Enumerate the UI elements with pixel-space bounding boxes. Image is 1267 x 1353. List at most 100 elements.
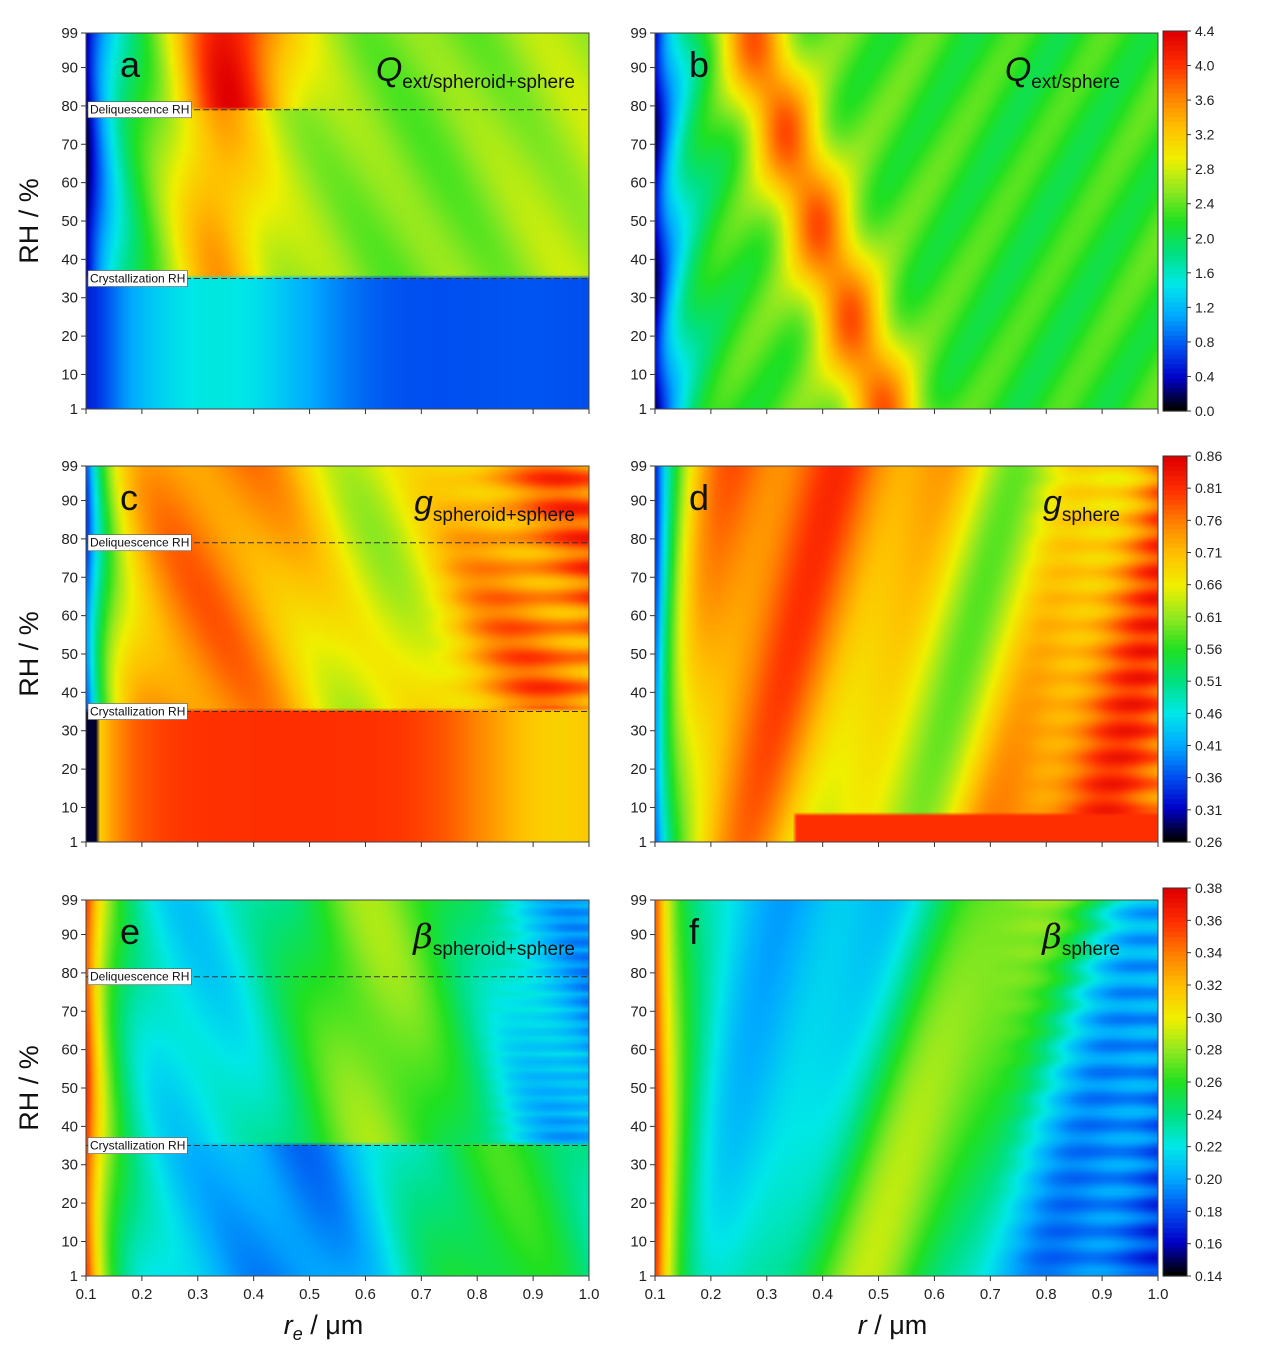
- colorbar-swatch: [1163, 78, 1187, 84]
- colorbar-swatch: [1163, 552, 1187, 558]
- colorbar-swatch: [1163, 677, 1187, 684]
- colorbar-swatch: [1163, 401, 1187, 407]
- colorbar-swatch: [1163, 985, 1187, 991]
- colorbar-swatch: [1163, 1159, 1187, 1166]
- y-tick-label: 70: [61, 136, 78, 153]
- colorbar-swatch: [1163, 40, 1187, 46]
- y-tick-label: 1: [70, 401, 78, 418]
- colorbar-swatch: [1163, 605, 1187, 611]
- colorbar-swatch: [1163, 1043, 1187, 1049]
- colorbar-swatch: [1163, 1222, 1187, 1229]
- y-tick-label: 10: [61, 1233, 78, 1250]
- colorbar-swatch: [1163, 1004, 1187, 1010]
- colorbar-swatch: [1163, 907, 1187, 913]
- heatmap-c: [86, 466, 589, 842]
- colorbar-swatch: [1163, 1145, 1187, 1151]
- y-tick-label: 10: [61, 799, 78, 816]
- rh-annotation-label: Crystallization RH: [90, 705, 185, 719]
- colorbar-swatch: [1163, 955, 1187, 962]
- y-tick-label: 1: [639, 401, 647, 418]
- colorbar-swatch: [1163, 692, 1187, 698]
- y-tick-label: 90: [61, 927, 78, 944]
- colorbar-swatch: [1163, 244, 1187, 251]
- colorbar-swatch: [1163, 1261, 1187, 1267]
- colorbar-swatch: [1163, 764, 1187, 771]
- colorbar-swatch: [1163, 221, 1187, 227]
- colorbar-swatch: [1163, 706, 1187, 713]
- colorbar-swatch: [1163, 941, 1187, 947]
- colorbar-swatch: [1163, 682, 1187, 689]
- y-tick-label: 90: [61, 60, 78, 77]
- colorbar-swatch: [1163, 173, 1187, 179]
- colorbar-tick-label: 0.30: [1195, 1009, 1222, 1025]
- y-tick-label: 50: [61, 213, 78, 230]
- colorbar-swatch: [1163, 240, 1187, 246]
- colorbar-swatch: [1163, 202, 1187, 208]
- x-tick-label: 0.6: [924, 1286, 945, 1303]
- colorbar-swatch: [1163, 31, 1187, 37]
- panel-title-symbol: β: [411, 917, 433, 957]
- colorbar-swatch: [1163, 803, 1187, 809]
- colorbar-f: 0.14 0.16 0.18 0.20 0.22 0.24 0.26 0.28 0.30 0.32…: [1162, 880, 1222, 1284]
- colorbar-swatch: [1163, 615, 1187, 621]
- colorbar-swatch: [1163, 325, 1187, 331]
- colorbar-tick-label: 0.71: [1195, 545, 1222, 561]
- colorbar-tick-label: 0.4: [1195, 368, 1215, 384]
- colorbar-swatch: [1163, 330, 1187, 336]
- colorbar-tick-label: 4.0: [1195, 58, 1215, 74]
- colorbar-swatch: [1163, 126, 1187, 132]
- colorbar-swatch: [1163, 1018, 1187, 1025]
- panel-title-subscript: ext/sphere: [1031, 72, 1120, 93]
- panel-letter: c: [120, 477, 138, 518]
- colorbar-swatch: [1163, 892, 1187, 899]
- colorbar-swatch: [1163, 45, 1187, 51]
- y-tick-label: 10: [61, 366, 78, 383]
- rh-annotation-box: [87, 968, 192, 986]
- colorbar-swatch: [1163, 187, 1187, 194]
- y-tick-label: 20: [61, 1195, 78, 1212]
- colorbar-swatch: [1163, 779, 1187, 785]
- panel-title-symbol: β: [1040, 917, 1062, 957]
- panel-title: βspheroid+sphere: [411, 917, 575, 960]
- colorbar-swatch: [1163, 1183, 1187, 1190]
- colorbar-swatch: [1163, 960, 1187, 967]
- colorbar-swatch: [1163, 349, 1187, 355]
- colorbar-swatch: [1163, 1271, 1187, 1277]
- colorbar-swatch: [1163, 951, 1187, 957]
- colorbar-swatch: [1163, 102, 1187, 108]
- colorbar-swatch: [1163, 562, 1187, 568]
- colorbar-swatch: [1163, 130, 1187, 137]
- y-tick-label: 1: [70, 1268, 78, 1285]
- colorbar-swatch: [1163, 921, 1187, 928]
- y-tick-label: 70: [630, 1003, 647, 1020]
- colorbar-tick-label: 0.36: [1195, 912, 1222, 928]
- colorbar-swatch: [1163, 1140, 1187, 1146]
- colorbar-tick-label: 0.46: [1195, 705, 1222, 721]
- panel-title-symbol: Q: [376, 51, 402, 89]
- panel-title-subscript: ext/spheroid+sphere: [402, 72, 575, 93]
- y-tick-label: 20: [630, 328, 647, 345]
- colorbar-swatch: [1163, 225, 1187, 232]
- x-tick-label: 0.7: [411, 1286, 432, 1303]
- colorbar-swatch: [1163, 808, 1187, 814]
- colorbar-swatch: [1163, 59, 1187, 65]
- colorbar-swatch: [1163, 211, 1187, 217]
- x-tick-label: 1.0: [579, 1286, 600, 1303]
- colorbar-swatch: [1163, 946, 1187, 952]
- colorbar-tick-label: 2.4: [1195, 196, 1215, 212]
- colorbar-swatch: [1163, 282, 1187, 289]
- y-tick-label: 70: [61, 1003, 78, 1020]
- colorbar-swatch: [1163, 154, 1187, 160]
- panel-title: gsphere: [1043, 484, 1120, 526]
- x-tick-label: 0.2: [131, 1286, 152, 1303]
- x-tick-label: 0.4: [243, 1286, 264, 1303]
- colorbar-swatch: [1163, 1246, 1187, 1253]
- panel-title-subscript: sphere: [1062, 939, 1120, 960]
- colorbar-swatch: [1163, 192, 1187, 198]
- y-tick-label: 50: [61, 646, 78, 663]
- colorbar-swatch: [1163, 1120, 1187, 1127]
- colorbar-swatch: [1163, 1106, 1187, 1112]
- y-tick-label: 50: [61, 1080, 78, 1097]
- y-tick-label: 80: [630, 965, 647, 982]
